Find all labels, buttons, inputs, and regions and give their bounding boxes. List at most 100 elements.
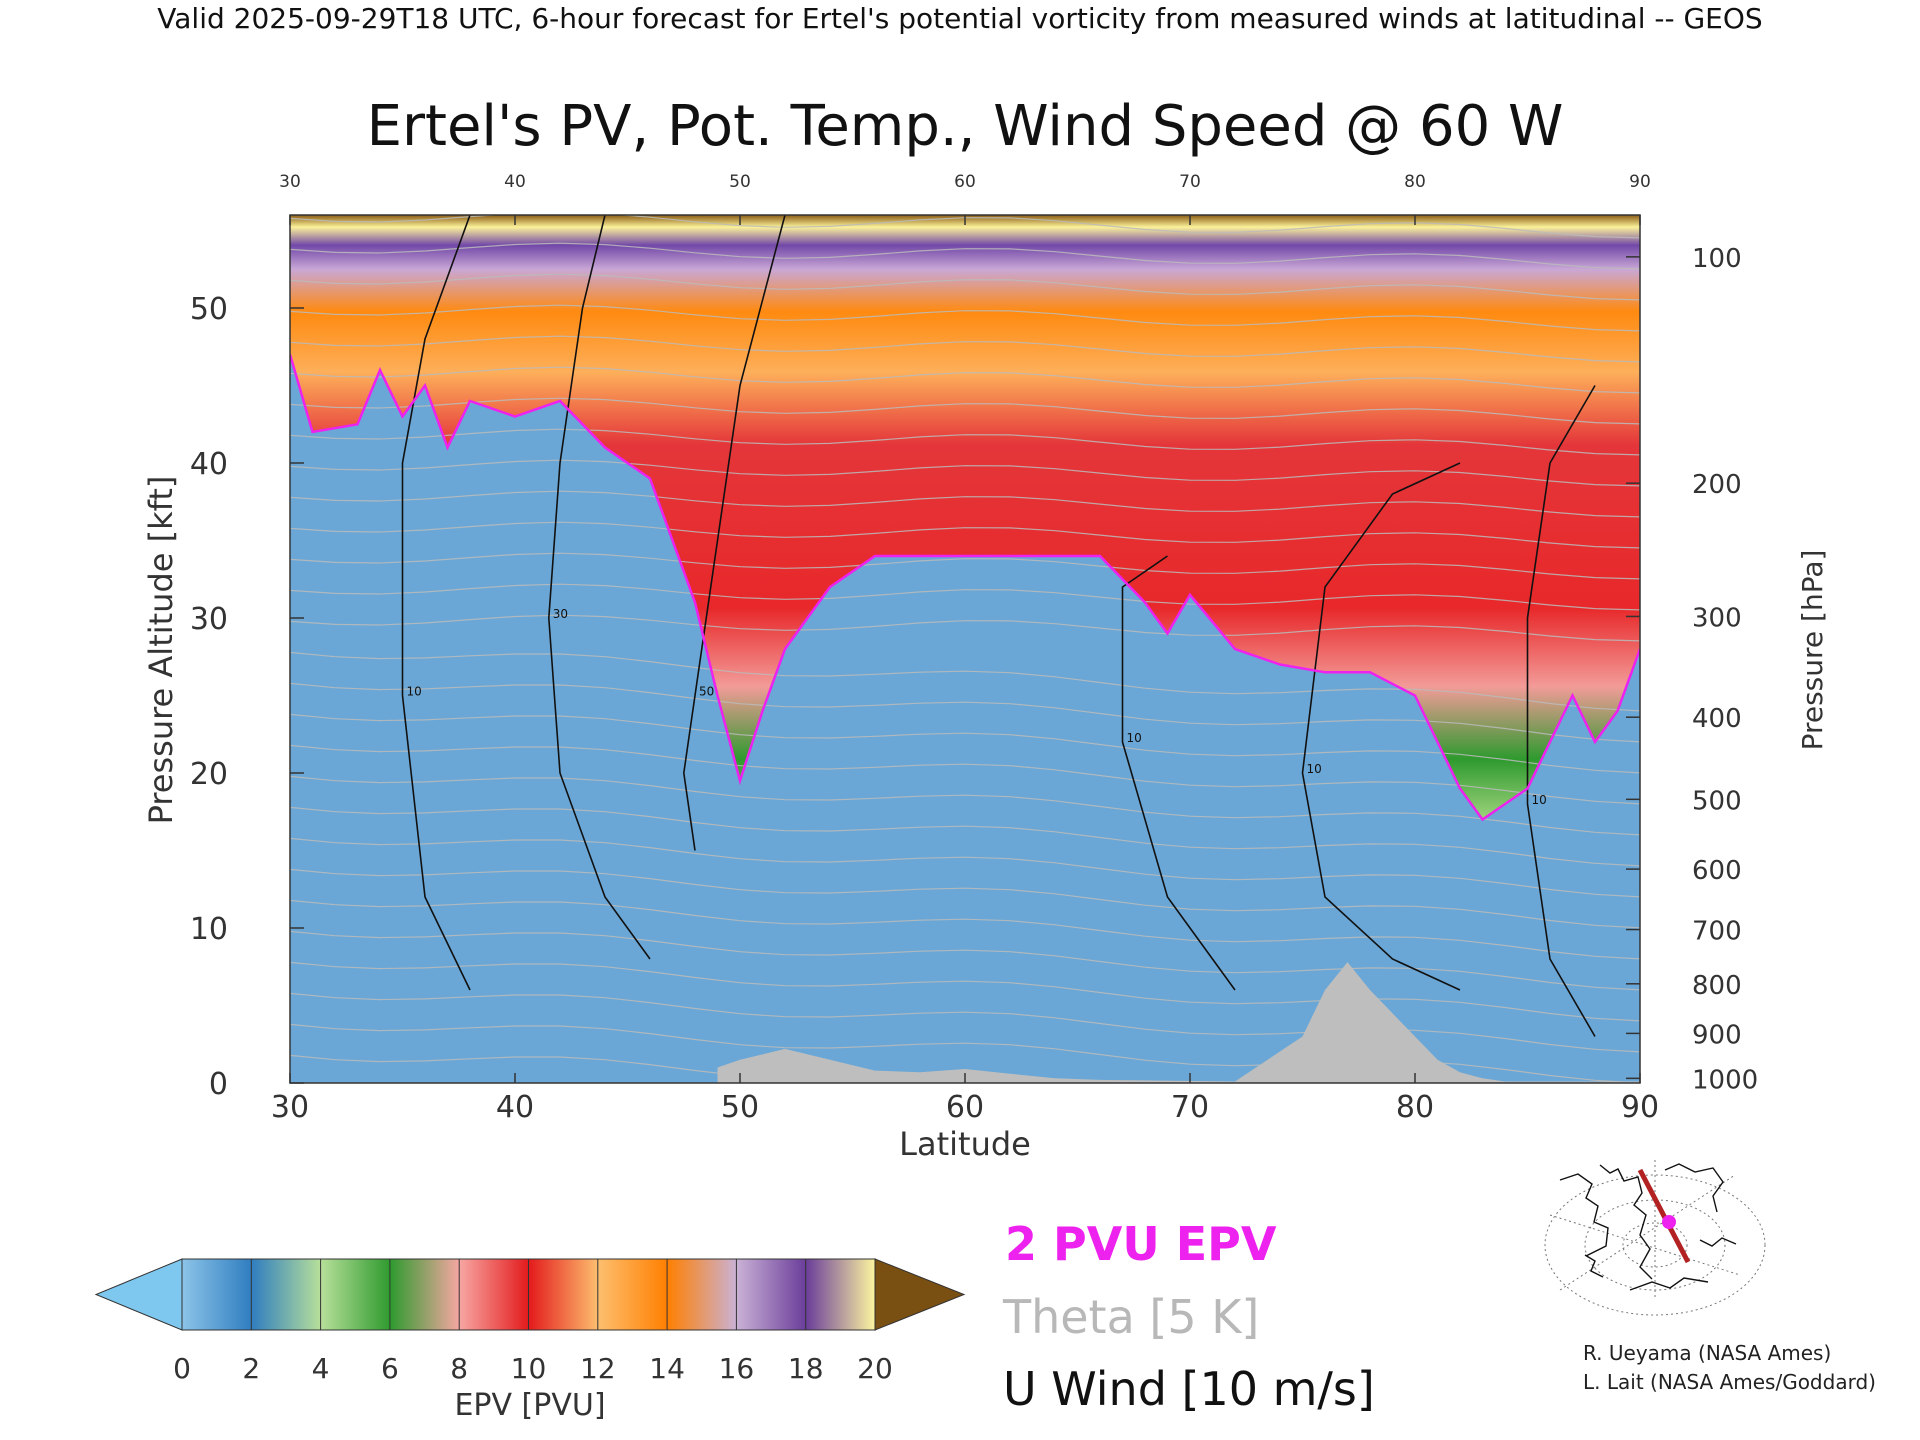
colorbar-tick-label: 20 [857,1352,893,1385]
colorbar-tick-label: 4 [312,1352,330,1385]
pressure-tick-label: 300 [1692,603,1742,633]
theta-contour-line [290,304,1640,332]
theta-contour-line [290,397,1640,425]
inset-location-map [1544,1154,1766,1316]
x-tick-label: 30 [271,1090,309,1125]
y-axis-label: Pressure Altitude [kft] [142,476,180,825]
x-axis-ticks: 30 40 50 60 70 80 90 [271,1073,1659,1125]
u-wind-contour-line [547,215,651,960]
colorbar-tick-label: 8 [450,1352,468,1385]
colorbar-segment [528,1258,599,1331]
theta-contour-line [290,930,1640,991]
theta-contour-line [290,614,1640,642]
colorbar-segment [320,1258,391,1331]
colorbar-over-triangle [874,1258,966,1331]
x-top-tick-label: 90 [1629,172,1651,192]
pressure-tick-label: 1000 [1692,1065,1758,1095]
colorbar-tick-label: 10 [511,1352,547,1385]
theta-contour-line [290,521,1640,549]
credit-line-2: L. Lait (NASA Ames/Goddard) [1583,1370,1876,1394]
colorbar-tick-label: 18 [788,1352,824,1385]
theta-contour-line [290,583,1640,611]
x-tick-label: 60 [946,1090,984,1125]
colorbar-tick-label: 14 [649,1352,685,1385]
colorbar-tick-label: 2 [242,1352,260,1385]
pressure-tick-label: 900 [1692,1020,1742,1050]
theta-contour-line [290,899,1640,960]
x-tick-label: 90 [1621,1090,1659,1125]
theta-contour-line [290,837,1640,898]
x-top-tick-label: 80 [1404,172,1426,192]
theta-contour-line [290,806,1640,867]
theta-contour-line [290,335,1640,363]
u-wind-contour-line [1301,462,1461,991]
pv-2-contour-line [290,354,1640,822]
theta-contour-line [290,682,1640,743]
colorbar-label: EPV [PVU] [454,1388,605,1423]
colorbar: 0 2 4 6 8 10 12 14 16 18 20 [94,1258,966,1385]
colorbar-tick-label: 0 [173,1352,191,1385]
theta-contour-line [290,961,1640,1022]
u-wind-contour-label: 10 [407,685,422,699]
colorbar-segment [181,1258,253,1331]
theta-contour-line [290,459,1640,487]
u-wind-contour-line [401,215,471,991]
pressure-tick-label: 600 [1692,856,1742,886]
legend-wind-entry: U Wind [10 m/s] [1003,1362,1375,1416]
pressure-tick-label: 500 [1692,786,1742,816]
x-top-tick-label: 30 [279,172,301,192]
terrain-mask [717,962,1640,1083]
legend-theta-entry: Theta [5 K] [1002,1290,1259,1344]
colorbar-segment [666,1258,738,1331]
u-wind-contour-label: 10 [1532,793,1547,807]
x-top-tick-label: 50 [729,172,751,192]
theta-contour-line [290,744,1640,805]
colorbar-tick-label: 12 [580,1352,616,1385]
colorbar-tick-label: 16 [719,1352,755,1385]
x-tick-label: 50 [721,1090,759,1125]
pressure-tick-label: 800 [1692,971,1742,1001]
chart-title: Ertel's PV, Pot. Temp., Wind Speed @ 60 … [367,94,1564,159]
theta-contour-line [290,868,1640,929]
x-tick-label: 40 [496,1090,534,1125]
colorbar-under-triangle [94,1258,183,1331]
pressure-tick-label: 100 [1692,244,1742,274]
theta-contour-line [290,713,1640,774]
theta-contour-line [290,366,1640,394]
x-axis-label: Latitude [899,1125,1031,1163]
pressure-tick-label: 200 [1692,470,1742,500]
x-top-tick-label: 70 [1179,172,1201,192]
colorbar-segment [597,1258,669,1331]
theta-contour-line [290,992,1640,1053]
x-top-tick-label: 40 [504,172,526,192]
colorbar-tick-label: 6 [381,1352,399,1385]
y-tick-label: 10 [190,912,228,947]
theta-contours [290,215,1640,1083]
pressure-axis-label: Pressure [hPa] [1796,550,1829,751]
colorbar-segment [389,1258,461,1331]
theta-contour-line [290,490,1640,518]
pressure-tick-label: 400 [1692,704,1742,734]
location-marker [1662,1215,1676,1229]
plot-area: 30 50 10 10 10 10 [290,215,1640,1083]
y-axis-ticks: 0 10 20 30 40 50 [190,292,304,1102]
theta-contour-line [290,242,1640,270]
theta-contour-line [290,651,1640,712]
valid-time-header: Valid 2025-09-29T18 UTC, 6-hour forecast… [157,2,1762,35]
y-tick-label: 30 [190,602,228,637]
colorbar-segment [458,1258,530,1331]
u-wind-contour-label: 30 [553,607,568,621]
u-wind-contours: 30 50 10 10 10 10 [401,215,1596,1037]
u-wind-contour-label: 10 [1307,762,1322,776]
theta-contour-line [290,552,1640,580]
theta-contour-line [290,428,1640,456]
credit-line-1: R. Ueyama (NASA Ames) [1583,1341,1831,1365]
y-tick-label: 50 [190,292,228,327]
legend-pv-entry: 2 PVU EPV [1005,1217,1277,1271]
y-tick-label: 0 [209,1067,228,1102]
colorbar-segment [805,1258,877,1331]
y-tick-label: 40 [190,447,228,482]
x-tick-label: 80 [1396,1090,1434,1125]
u-wind-contour-label: 10 [1127,731,1142,745]
